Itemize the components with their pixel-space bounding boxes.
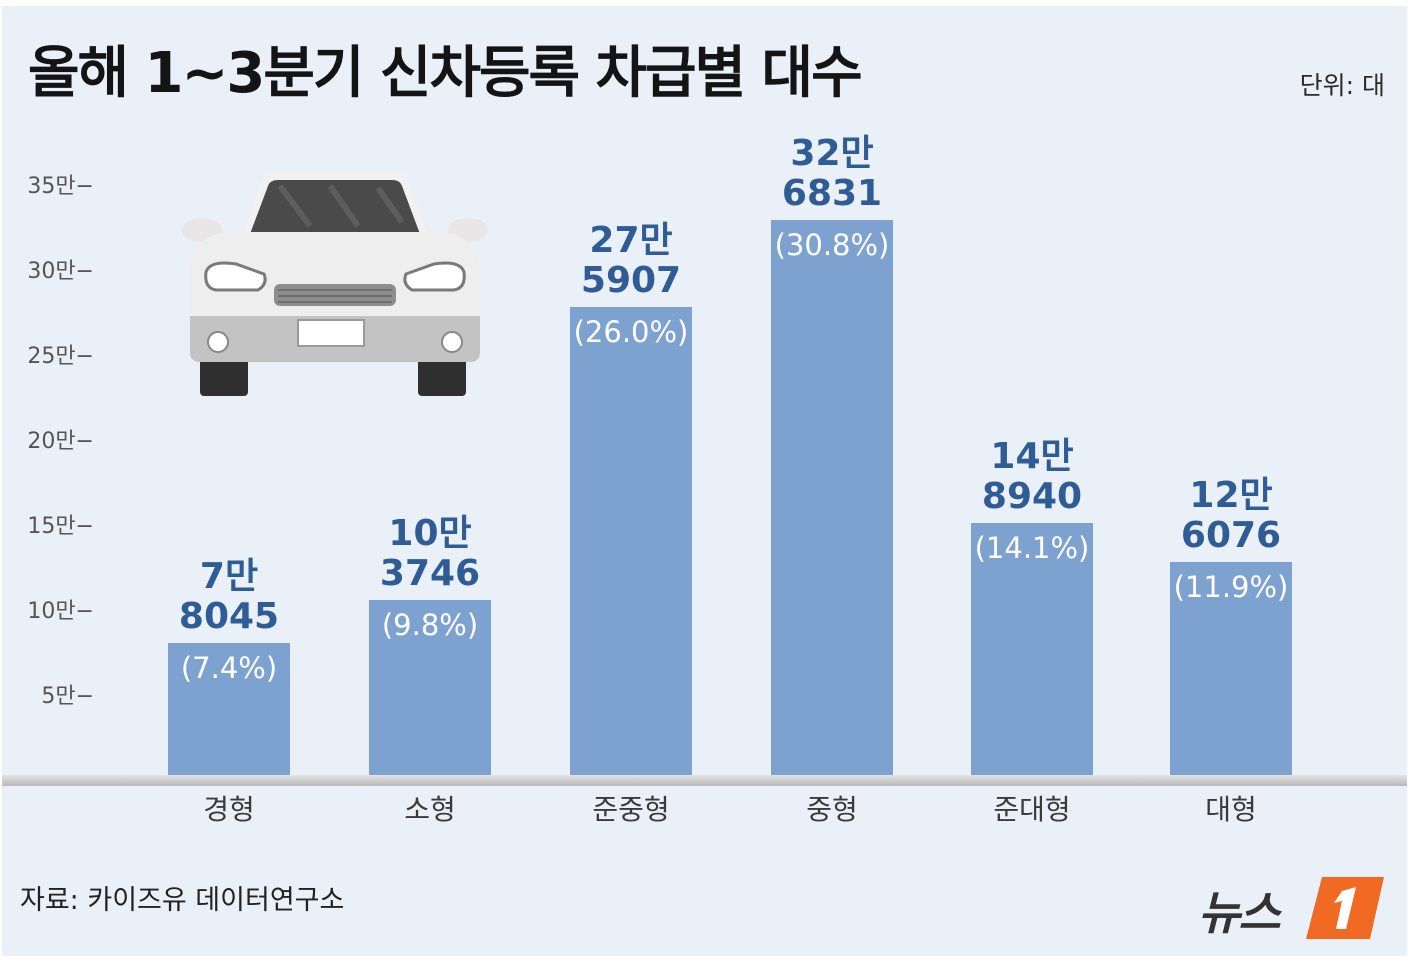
percent-label-3: (26.0%) bbox=[573, 314, 689, 349]
value-label-line1: 7만 bbox=[199, 556, 259, 598]
y-tick-label: 35만− bbox=[27, 174, 94, 199]
y-tick-label: 15만− bbox=[27, 514, 94, 539]
value-label-2: 10만 3746 bbox=[340, 512, 520, 594]
bar-5 bbox=[971, 522, 1093, 776]
baseline bbox=[2, 775, 1407, 786]
brand-mark-icon bbox=[1306, 877, 1384, 939]
x-category-label: 준중형 bbox=[592, 793, 670, 826]
value-label-line2: 6076 bbox=[1180, 514, 1282, 556]
x-category-label: 준대형 bbox=[993, 793, 1071, 826]
value-label-line1: 12만 bbox=[1189, 474, 1273, 516]
value-label-line2: 8045 bbox=[178, 596, 280, 638]
bar-2 bbox=[369, 599, 491, 776]
percent-label-6: (11.9%) bbox=[1173, 569, 1289, 604]
percent-label-5: (14.1%) bbox=[974, 530, 1090, 565]
bar-3 bbox=[570, 306, 692, 776]
value-label-line1: 10만 bbox=[388, 512, 472, 554]
percent-label-1: (7.4%) bbox=[180, 651, 278, 686]
value-label-line1: 32만 bbox=[790, 133, 874, 175]
value-label-line1: 27만 bbox=[589, 219, 673, 261]
value-label-3: 27만 5907 bbox=[541, 219, 721, 301]
chart-title: 올해 1~3분기 신차등록 차급별 대수 bbox=[28, 41, 863, 106]
value-label-4: 32만 6831 bbox=[742, 134, 922, 214]
percent-label-2: (9.8%) bbox=[381, 607, 479, 642]
x-category-label: 소형 bbox=[404, 793, 456, 826]
value-label-line1: 14만 bbox=[990, 435, 1074, 477]
x-category-label: 경형 bbox=[203, 793, 255, 826]
value-label-1: 7만 8045 bbox=[139, 557, 319, 637]
y-tick-label: 10만− bbox=[27, 599, 94, 624]
bar-6 bbox=[1170, 561, 1292, 776]
value-label-line2: 5907 bbox=[580, 259, 682, 301]
x-category-label: 대형 bbox=[1205, 793, 1257, 826]
percent-label-4: (30.8%) bbox=[774, 228, 890, 263]
value-label-line2: 6831 bbox=[781, 173, 883, 215]
value-label-5: 14만 8940 bbox=[942, 435, 1122, 517]
value-label-6: 12만 6076 bbox=[1141, 474, 1321, 556]
source-note: 자료: 카이즈유 데이터연구소 bbox=[20, 885, 345, 916]
bar-4 bbox=[771, 220, 893, 776]
y-tick-label: 20만− bbox=[27, 429, 94, 454]
unit-label: 단위: 대 bbox=[1299, 71, 1385, 100]
value-label-line2: 8940 bbox=[981, 475, 1083, 517]
bar-1 bbox=[168, 643, 290, 776]
value-label-line2: 3746 bbox=[379, 552, 481, 594]
y-tick-label: 30만− bbox=[27, 259, 94, 284]
x-category-label: 중형 bbox=[806, 793, 858, 826]
brand-logo: 뉴스 bbox=[1198, 873, 1398, 943]
car-illustration bbox=[182, 172, 488, 396]
infographic: 올해 1~3분기 신차등록 차급별 대수 단위: 대 5만− 10만− 15만− 20… bbox=[2, 6, 1407, 956]
y-tick-label: 25만− bbox=[27, 344, 94, 369]
brand-wordmark: 뉴스 bbox=[1198, 886, 1281, 940]
y-tick-label: 5만− bbox=[41, 684, 94, 709]
